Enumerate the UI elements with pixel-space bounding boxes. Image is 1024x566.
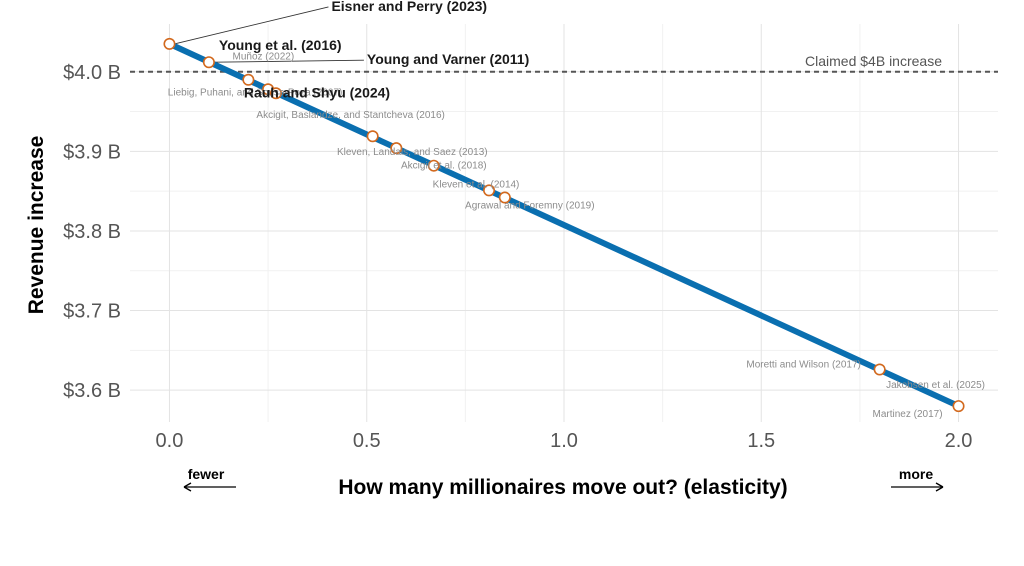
annotation-labels: Eisner and Perry (2023) Young et al. (201… (168, 0, 985, 420)
point-label: Agrawal and Foremny (2019) (465, 201, 595, 212)
data-point (427, 159, 440, 172)
point-label: Akcigit, Baslandze, and Stantcheva (2016… (256, 110, 444, 121)
x-axis-label: How many millionaires move out? (elastic… (338, 476, 787, 499)
point-label: Moretti and Wilson (2017) (746, 359, 861, 370)
data-point (269, 87, 282, 100)
series-group (166, 40, 962, 410)
more-label: more (899, 466, 933, 482)
point-label: Young et al. (2016) (219, 37, 342, 53)
series-line (166, 40, 962, 410)
point-label: Kleven et al. (2014) (433, 179, 520, 190)
annotation-leader (213, 59, 364, 63)
reference-line-label: Claimed $4B increase (805, 53, 942, 69)
y-axis-label: Revenue increase (25, 136, 48, 315)
point-label: Eisner and Perry (2023) (331, 0, 487, 14)
data-point (952, 400, 965, 413)
point-label: Akcigit et al. (2018) (401, 161, 487, 172)
point-label: Martinez (2017) (873, 409, 943, 420)
point-label: Kleven, Landais, and Saez (2013) (337, 147, 488, 158)
x-tick-label: 1.5 (747, 430, 775, 452)
reference-line-group: Claimed $4B increase (130, 53, 998, 73)
data-point (202, 56, 215, 69)
points-group (163, 37, 965, 413)
data-point (366, 130, 379, 143)
y-tick-label: $3.7 B (63, 301, 121, 323)
x-tick-label: 2.0 (945, 430, 973, 452)
y-tick-label: $3.6 B (63, 380, 121, 402)
x-tick-label: 1.0 (550, 430, 578, 452)
point-label: Young and Varner (2011) (367, 51, 529, 67)
fewer-arrow: fewer (183, 466, 236, 492)
data-point (873, 363, 886, 376)
point-label: Rauh and Shyu (2024) (244, 84, 390, 100)
data-point (163, 37, 176, 50)
x-tick-label: 0.5 (353, 430, 381, 452)
y-tick-label: $3.8 B (63, 221, 121, 243)
y-tick-label: $4.0 B (63, 62, 121, 84)
data-point (390, 142, 403, 155)
point-label: Jakobsen et al. (2025) (886, 380, 985, 391)
annotation-leaders (174, 6, 364, 63)
point-label: Liebig, Puhani, and Sousa-Poza (2007) (168, 87, 343, 98)
y-tick-label: $3.9 B (63, 141, 121, 163)
fewer-label: fewer (188, 466, 225, 482)
annotation-leader (174, 6, 329, 45)
point-label: Muñoz (2022) (233, 52, 295, 63)
data-point (498, 191, 511, 204)
data-point (242, 73, 255, 86)
axis-ticks: 0.0 0.5 1.0 1.5 2.0 $3.6 B $3.7 B $3.8 B $3.9 B $… (63, 62, 972, 452)
x-tick-label: 0.0 (156, 430, 184, 452)
more-arrow: more (891, 466, 944, 492)
data-point (483, 184, 496, 197)
